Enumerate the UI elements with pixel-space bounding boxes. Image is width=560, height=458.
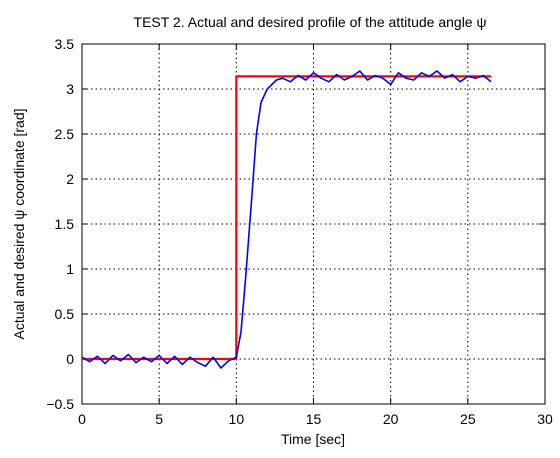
y-tick-label: 2.5: [55, 126, 75, 142]
x-tick-label: 15: [306, 411, 322, 427]
series-line-1: [82, 75, 491, 361]
y-tick-label: 1.5: [55, 216, 75, 232]
y-tick-label: 1: [66, 261, 74, 277]
x-tick-label: 25: [460, 411, 476, 427]
x-tick-label: 5: [155, 411, 163, 427]
y-tick-label: 3: [66, 81, 74, 97]
chart-title: TEST 2. Actual and desired profile of th…: [134, 14, 487, 30]
series-line-2: [81, 70, 492, 369]
x-tick-label: 30: [537, 411, 553, 427]
y-tick-label: −0.5: [46, 396, 74, 412]
y-tick-label: 3.5: [55, 36, 75, 52]
x-tick-label: 10: [229, 411, 245, 427]
y-axis: −0.5 0 0.5 1 1.5 2 2.5 3 3.5: [46, 36, 545, 412]
y-tick-label: 0: [66, 351, 74, 367]
x-axis-title: Time [sec]: [281, 431, 345, 447]
grid: [82, 44, 545, 404]
y-axis-title: Actual and desired ψ coordinate [rad]: [11, 108, 27, 339]
y-tick-label: 0.5: [55, 306, 75, 322]
x-tick-label: 0: [78, 411, 86, 427]
series-group: [81, 70, 492, 369]
x-axis: 0 5 10 15 20 25 30: [78, 44, 553, 427]
x-tick-label: 20: [383, 411, 399, 427]
y-tick-label: 2: [66, 171, 74, 187]
